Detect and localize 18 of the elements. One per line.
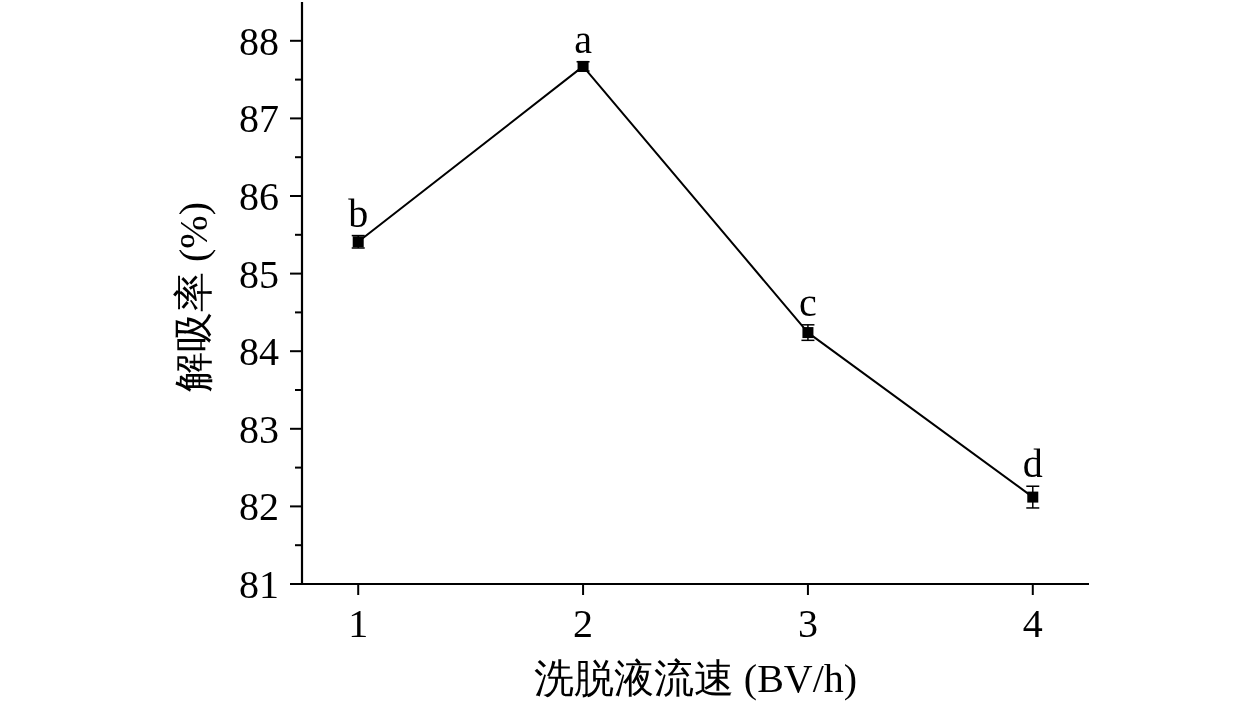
y-tick-label: 82 <box>239 484 279 530</box>
y-axis-title: 解吸率 (%) <box>171 202 216 392</box>
x-tick-label: 4 <box>1022 601 1043 646</box>
y-tick-label: 85 <box>239 251 279 297</box>
y-tick-label: 81 <box>239 562 279 607</box>
y-tick-label: 84 <box>239 329 279 375</box>
y-tick-label: 83 <box>239 406 279 452</box>
annotation: a <box>574 16 593 62</box>
y-tick-label: 87 <box>239 96 279 142</box>
x-axis-title: 洗脱液流速 (BV/h) <box>533 656 858 701</box>
annotation: b <box>348 190 369 236</box>
x-tick-label: 1 <box>348 601 369 646</box>
x-tick-label: 3 <box>797 601 818 646</box>
y-tick-label: 88 <box>239 18 279 64</box>
annotation: c <box>799 279 817 325</box>
x-tick-label: 2 <box>573 601 594 646</box>
annotation: d <box>1022 441 1043 487</box>
y-tick-label: 86 <box>239 174 279 219</box>
